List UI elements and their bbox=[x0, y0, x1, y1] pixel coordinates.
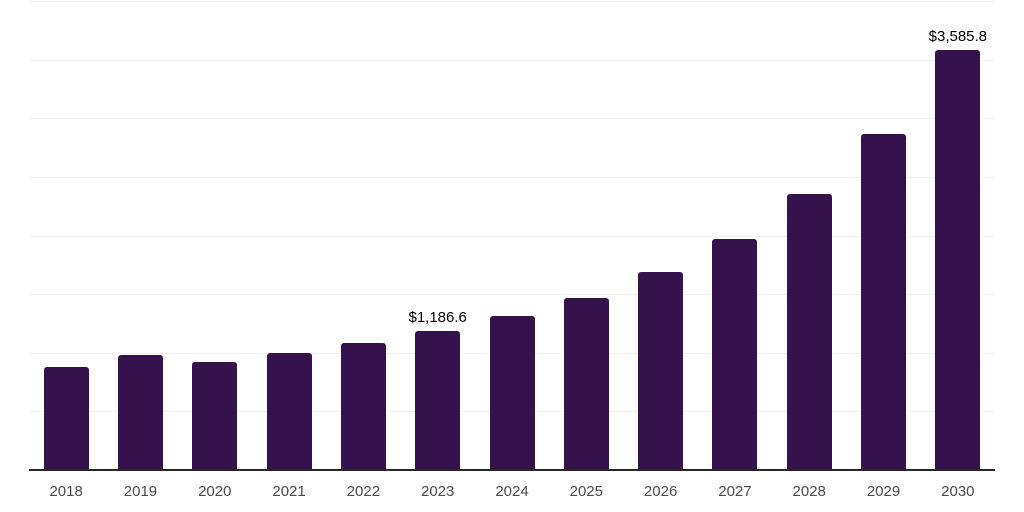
bar-2020 bbox=[192, 362, 238, 470]
gridline-3000 bbox=[29, 118, 995, 120]
x-tick-2019: 2019 bbox=[123, 483, 158, 500]
gridline-2000 bbox=[29, 235, 995, 237]
x-tick-2020: 2020 bbox=[198, 483, 232, 500]
bar-2026 bbox=[638, 271, 684, 470]
bar-2023 bbox=[415, 330, 461, 470]
bar-2029 bbox=[861, 134, 907, 470]
bar-2018 bbox=[43, 366, 89, 470]
bar-2022 bbox=[340, 342, 386, 470]
x-tick-2027: 2027 bbox=[718, 483, 752, 500]
bar-2028 bbox=[786, 194, 832, 470]
x-tick-2022: 2022 bbox=[346, 483, 381, 500]
value-label-2023: $1,186.6 bbox=[408, 308, 467, 326]
bar-2030 bbox=[935, 49, 981, 470]
x-tick-2028: 2028 bbox=[792, 483, 826, 500]
x-tick-2021: 2021 bbox=[272, 483, 306, 500]
value-label-2030: $3,585.8 bbox=[928, 27, 988, 45]
gridline-3500 bbox=[29, 59, 995, 61]
bar-2019 bbox=[117, 355, 163, 470]
gridline-4000 bbox=[29, 1, 995, 2]
bar-2027 bbox=[712, 239, 758, 470]
x-tick-2025: 2025 bbox=[569, 483, 603, 500]
x-tick-2018: 2018 bbox=[49, 483, 83, 500]
x-tick-2026: 2026 bbox=[643, 483, 678, 500]
gridline-1500 bbox=[29, 294, 995, 296]
gridline-2500 bbox=[29, 176, 995, 178]
x-tick-2023: 2023 bbox=[421, 483, 455, 500]
x-tick-2029: 2029 bbox=[866, 483, 901, 500]
x-tick-2030: 2030 bbox=[941, 483, 975, 500]
bar-2024 bbox=[489, 316, 535, 470]
bar-2021 bbox=[266, 352, 312, 470]
bar-2025 bbox=[563, 297, 609, 470]
x-axis-line bbox=[29, 469, 995, 471]
x-tick-2024: 2024 bbox=[495, 483, 529, 500]
